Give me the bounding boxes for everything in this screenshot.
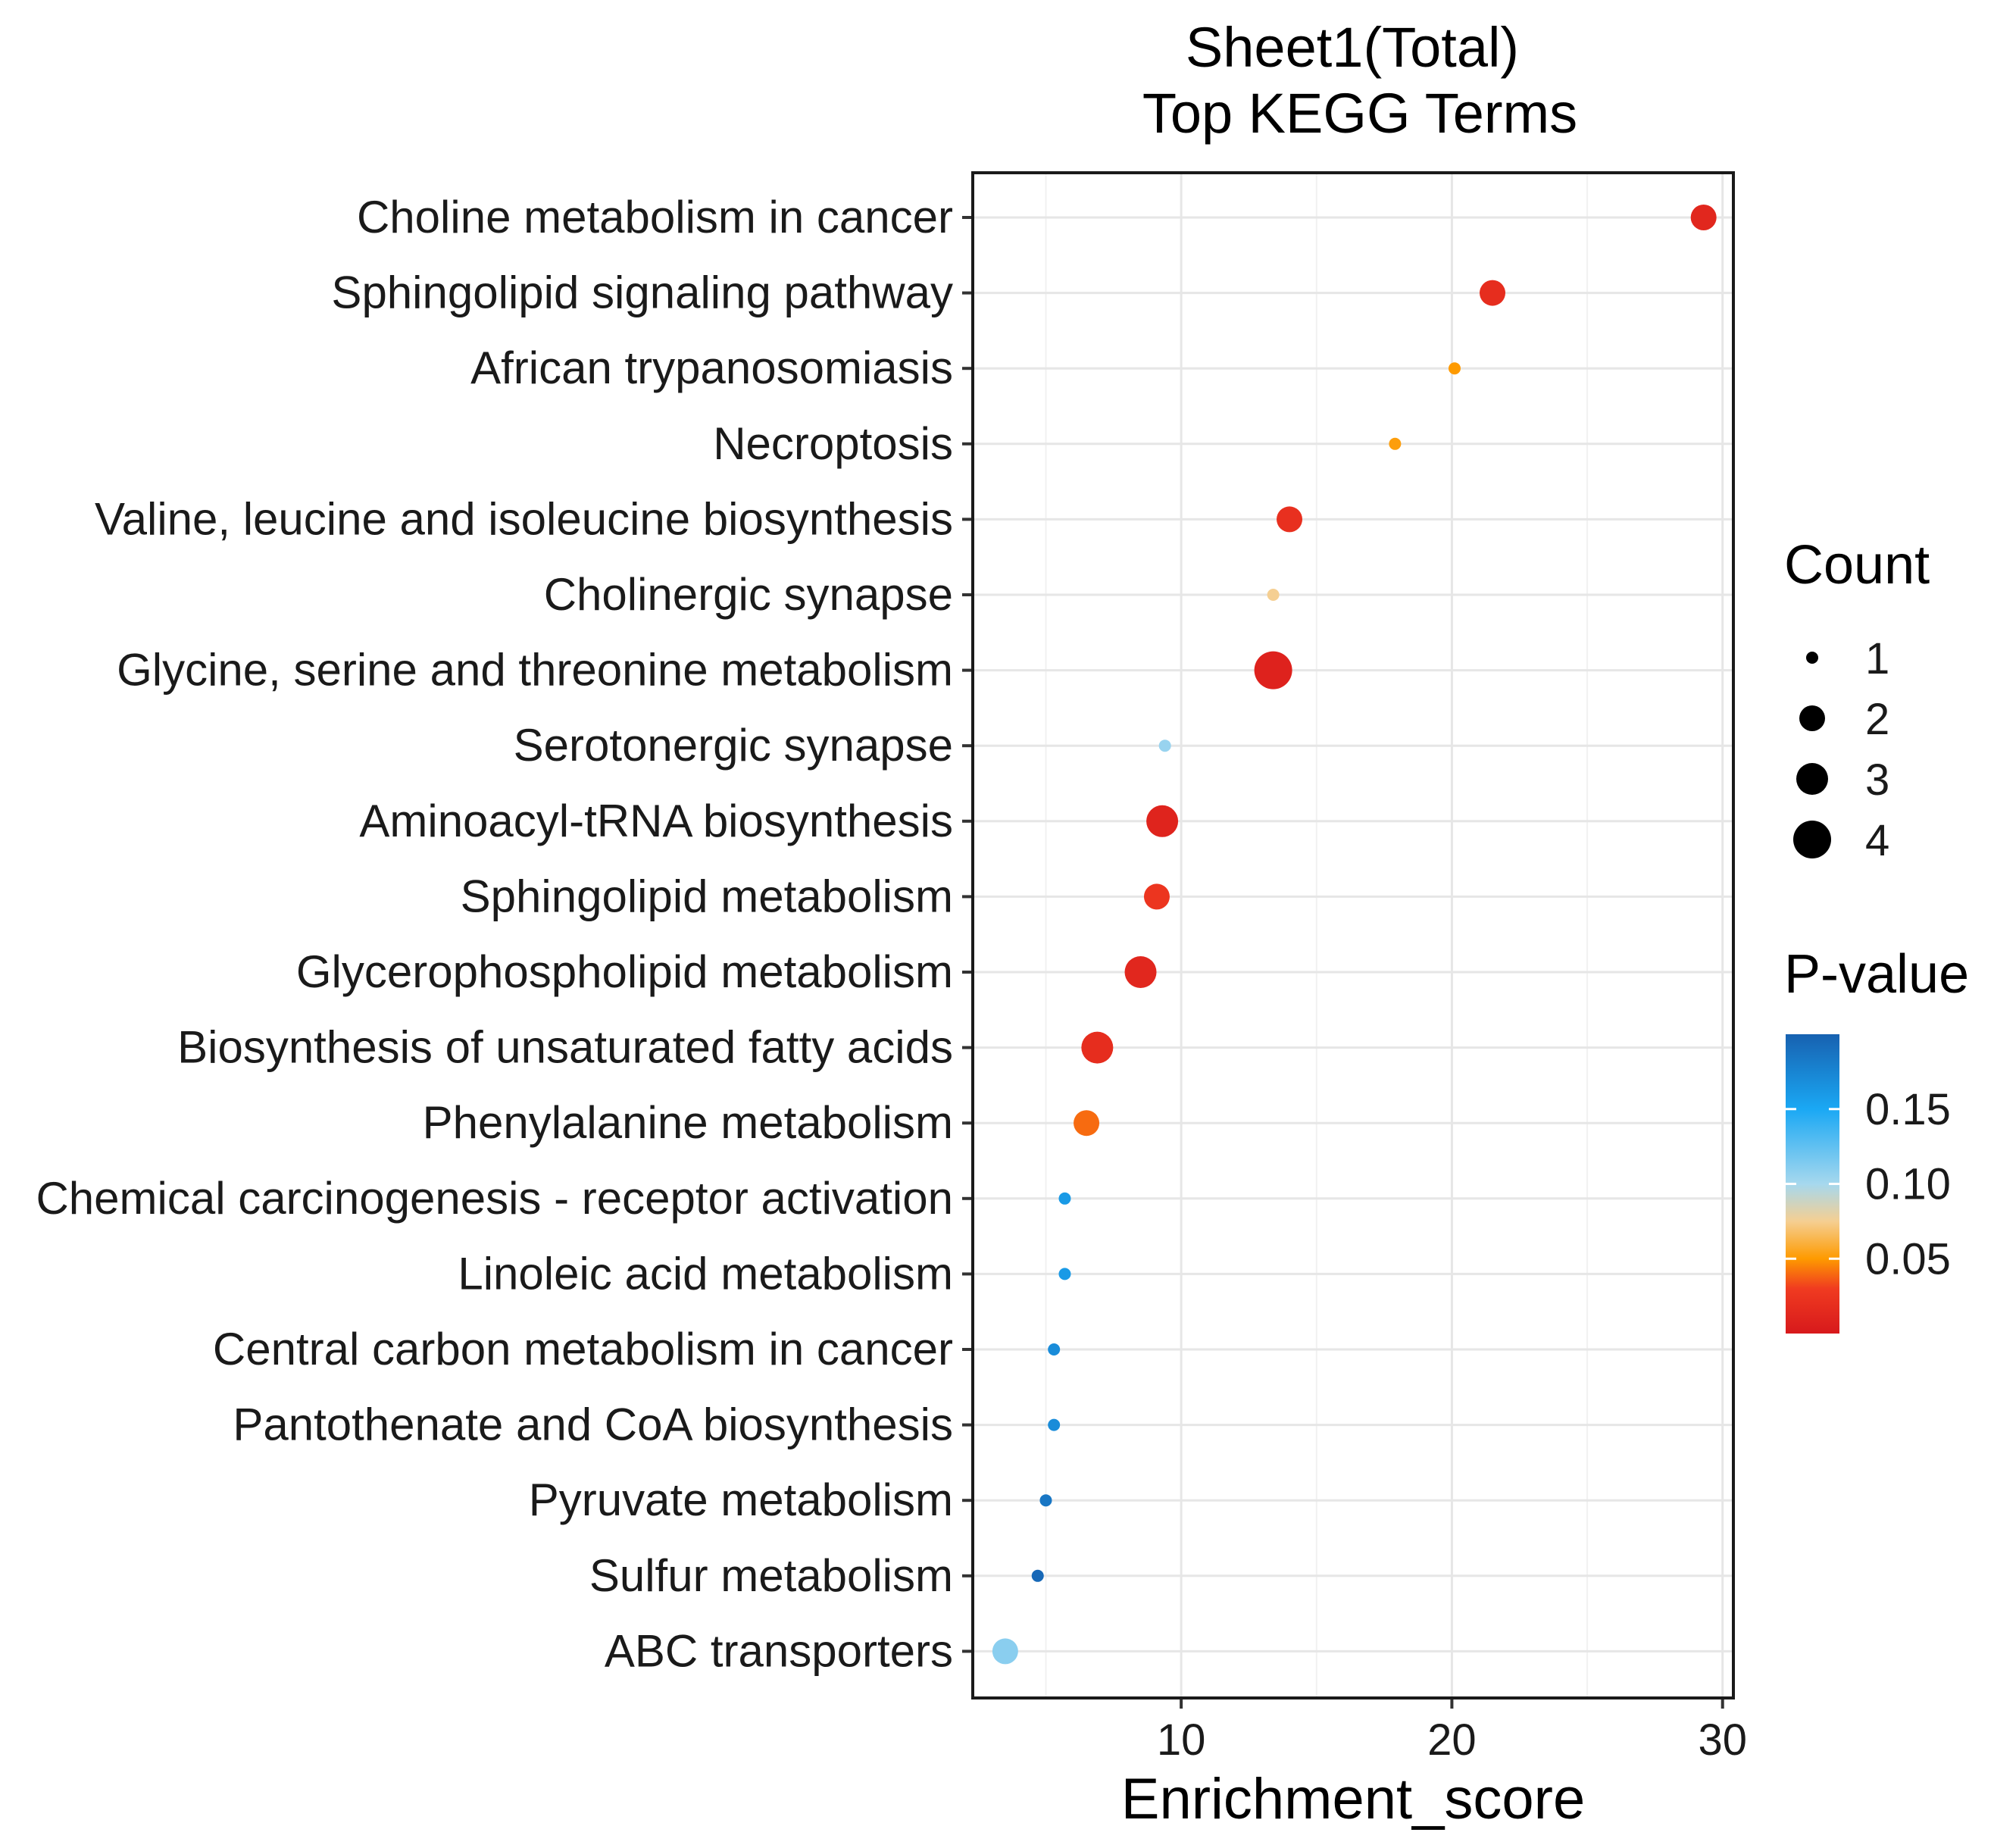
y-category-label: Sphingolipid signaling pathway (331, 267, 953, 318)
data-point (1690, 205, 1717, 230)
y-category-label: Sphingolipid metabolism (461, 871, 953, 921)
data-point (1039, 1494, 1052, 1507)
y-category-label: ABC transporters (605, 1625, 953, 1676)
count-legend-key (1806, 652, 1818, 664)
data-point (1448, 362, 1461, 375)
data-point (1074, 1110, 1100, 1137)
count-legend-key (1799, 705, 1825, 731)
y-category-label: Chemical carcinogenesis - receptor activ… (36, 1173, 953, 1224)
data-point (1254, 651, 1292, 689)
x-tick-label: 10 (1157, 1715, 1206, 1765)
pvalue-legend: P-value 0.15 0.10 0.05 (1784, 944, 1969, 1334)
data-point (1058, 1268, 1071, 1280)
y-category-label: Sulfur metabolism (589, 1550, 953, 1601)
count-legend-key (1793, 821, 1831, 858)
y-category-label: Serotonergic synapse (514, 720, 953, 771)
data-point (1031, 1569, 1044, 1582)
data-point (1081, 1031, 1114, 1064)
data-point (1124, 956, 1157, 988)
y-category-label: Central carbon metabolism in cancer (213, 1324, 953, 1374)
count-legend-label: 3 (1865, 755, 1889, 805)
count-legend-label: 1 (1865, 634, 1889, 683)
pvalue-legend-label: 0.10 (1865, 1160, 1951, 1209)
chart-title-line-2: Top KEGG Terms (1142, 82, 1577, 145)
y-category-label: Valine, leucine and isoleucine biosynthe… (95, 493, 953, 544)
pvalue-legend-title: P-value (1784, 944, 1969, 1005)
pvalue-legend-label: 0.15 (1865, 1085, 1951, 1134)
y-category-label: Pantothenate and CoA biosynthesis (233, 1399, 953, 1450)
y-category-label: Choline metabolism in cancer (357, 192, 953, 242)
data-points (992, 205, 1717, 1665)
x-ticks: 10 20 30 (1157, 1698, 1747, 1765)
data-point (1389, 437, 1402, 450)
data-point (1480, 280, 1506, 306)
data-point (1048, 1418, 1061, 1431)
data-point (992, 1638, 1018, 1665)
data-point (1158, 740, 1171, 752)
y-category-label: Pyruvate metabolism (529, 1474, 953, 1525)
grid-lines (973, 173, 1733, 1698)
y-category-label: Biosynthesis of unsaturated fatty acids (177, 1022, 953, 1073)
y-category-label: Aminoacyl-tRNA biosynthesis (359, 796, 953, 846)
y-category-label: Glycine, serine and threonine metabolism (117, 645, 953, 696)
y-ticks: Choline metabolism in cancer Sphingolipid… (36, 192, 973, 1676)
data-point (1058, 1192, 1071, 1205)
y-category-label: Cholinergic synapse (544, 569, 953, 620)
count-legend-label: 4 (1865, 816, 1889, 865)
x-tick-label: 20 (1427, 1715, 1477, 1765)
x-tick-label: 30 (1698, 1715, 1747, 1765)
y-category-label: Glycerophospholipid metabolism (296, 946, 953, 997)
pvalue-legend-label: 0.05 (1865, 1234, 1951, 1284)
count-legend-label: 2 (1865, 695, 1889, 744)
count-legend: Count 1 2 3 4 (1784, 535, 1930, 865)
plot-panel-border (971, 171, 1735, 1699)
count-legend-title: Count (1784, 535, 1930, 596)
data-point (1143, 883, 1170, 910)
count-legend-key (1796, 763, 1828, 795)
data-point (1277, 506, 1303, 533)
y-category-label: Phenylalanine metabolism (423, 1097, 953, 1148)
y-category-label: Linoleic acid metabolism (458, 1248, 953, 1299)
data-point (1267, 589, 1280, 601)
y-category-label: Necroptosis (713, 418, 953, 469)
data-point (1048, 1343, 1061, 1356)
chart-title-line-1: Sheet1(Total) (1186, 16, 1519, 79)
y-category-label: African trypanosomiasis (470, 342, 953, 393)
x-axis-title: Enrichment_score (1121, 1767, 1586, 1831)
data-point (1146, 805, 1179, 837)
